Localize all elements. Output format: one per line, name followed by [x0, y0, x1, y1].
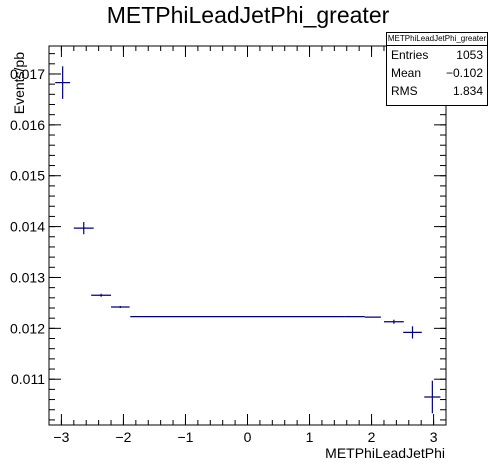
- data-point: [55, 66, 71, 99]
- stats-box: METPhiLeadJetPhi_greater Entries 1053 Me…: [386, 32, 488, 106]
- stats-entries-value: 1053: [456, 48, 483, 62]
- data-point: [383, 319, 404, 324]
- y-tick-label: 0.015: [10, 168, 45, 184]
- data-point: [91, 293, 112, 297]
- stats-rms-row: RMS 1.834: [387, 82, 487, 100]
- y-tick-label: 0.012: [10, 320, 45, 336]
- stats-entries-label: Entries: [391, 48, 429, 62]
- x-tick-label: 1: [306, 429, 314, 445]
- data-point: [111, 305, 130, 308]
- data-point: [403, 326, 422, 339]
- stats-box-title: METPhiLeadJetPhi_greater: [387, 33, 487, 46]
- data-point: [424, 380, 441, 414]
- stats-mean-row: Mean −0.102: [387, 64, 487, 82]
- y-tick-label: 0.011: [11, 371, 45, 387]
- data-point: [73, 222, 94, 235]
- stats-rms-value: 1.834: [452, 84, 483, 98]
- stats-mean-value: −0.102: [445, 66, 483, 80]
- x-tick-label: 3: [430, 429, 438, 445]
- x-tick-label: 2: [368, 429, 376, 445]
- y-axis-label: Events/pb: [11, 52, 27, 114]
- y-tick-label: 0.013: [10, 269, 45, 285]
- chart-title: METPhiLeadJetPhi_greater: [106, 2, 390, 28]
- y-tick-label: 0.014: [10, 219, 45, 235]
- x-tick-label: −3: [53, 429, 69, 445]
- stats-rms-label: RMS: [391, 84, 418, 98]
- stats-entries-row: Entries 1053: [387, 46, 487, 64]
- y-tick-label: 0.017: [10, 66, 45, 82]
- x-tick-label: 0: [244, 429, 252, 445]
- x-axis-label: METPhiLeadJetPhi: [325, 445, 445, 461]
- x-tick-label: −2: [115, 429, 131, 445]
- x-tick-label: −1: [177, 429, 193, 445]
- y-tick-label: 0.016: [10, 117, 45, 133]
- stats-mean-label: Mean: [391, 66, 422, 80]
